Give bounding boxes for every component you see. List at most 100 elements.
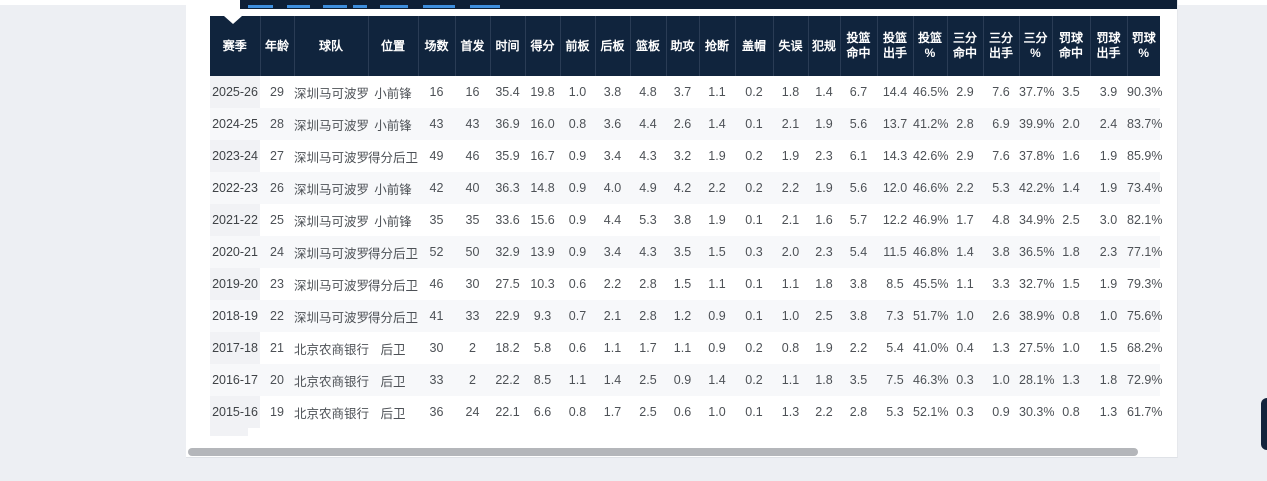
cell-ftpct: 77.1%	[1127, 236, 1162, 268]
cell-tov: 0.8	[781, 341, 800, 355]
cell-tppct: 37.7%	[1019, 85, 1055, 99]
cell-season: 2020-21	[210, 236, 260, 268]
cell-tov: 2.1	[773, 108, 808, 140]
cell-tov: 1.3	[781, 405, 800, 419]
cell-starts: 50	[455, 236, 490, 268]
nav-link-fragment	[353, 5, 367, 8]
cell-ftm: 2.0	[1052, 108, 1090, 140]
cell-ast: 0.6	[673, 405, 692, 419]
cell-games: 42	[418, 172, 455, 204]
cell-ast: 3.8	[673, 213, 692, 227]
cell-games: 41	[418, 300, 455, 332]
cell-fgm: 3.8	[840, 300, 877, 332]
cell-fga: 11.5	[877, 236, 913, 268]
header-cell-fgpct: 投篮%	[913, 16, 948, 76]
cell-minutes: 36.9	[490, 108, 525, 140]
cell-stl: 1.1	[708, 277, 726, 291]
stats-table-container: 赛季 年龄 球队 位置 场数 首发 时间 得分 前板 后板 篮板 助攻 抢断 盖帽 失误 犯规 投篮 命中 投篮 出手…	[210, 16, 1163, 428]
cell-stl: 1.9	[708, 213, 726, 227]
cell-oreb: 0.8	[560, 108, 595, 140]
cell-tppct: 39.9%	[1019, 108, 1054, 140]
season-column-stub	[210, 428, 248, 436]
cell-season: 2017-18	[210, 332, 260, 364]
cell-pf: 1.9	[808, 108, 840, 140]
cell-season: 2015-16	[210, 396, 260, 428]
cell-games: 46	[429, 277, 444, 291]
cell-pf: 2.3	[808, 236, 840, 268]
cell-season: 2019-20	[210, 268, 260, 300]
cell-oreb: 0.8	[568, 405, 587, 419]
table-row: 2017-18 21 北京农商银行 后卫 30 2 18.2 5.8 0.6 1.1 1.7 1.1 0…	[210, 332, 1162, 364]
player-season-stats-table: 赛季 年龄 球队 位置 场数 首发 时间 得分 前板 后板 篮板 助攻 抢断 盖帽 失误 犯规 投篮 命中 投篮 出手…	[210, 16, 1163, 428]
cell-age: 24	[260, 236, 294, 268]
header-cell-position: 位置	[368, 16, 419, 76]
cell-fta: 3.9	[1099, 85, 1118, 99]
header-cell-season: 赛季	[210, 16, 261, 76]
cell-starts: 2	[469, 341, 476, 355]
cell-fga: 14.4	[882, 85, 908, 99]
cell-oreb: 0.6	[568, 277, 587, 291]
header-cell-pf: 犯规	[808, 16, 841, 76]
cell-games: 30	[429, 341, 444, 355]
cell-tppct: 27.5%	[1019, 341, 1055, 355]
cell-fgm: 5.6	[840, 172, 877, 204]
cell-position: 后卫	[380, 406, 406, 421]
header-cell-ftpct: 罚球%	[1131, 31, 1156, 60]
cell-stl: 1.4	[699, 364, 735, 396]
cell-fgpct: 51.7%	[913, 300, 948, 332]
cell-starts: 40	[455, 172, 490, 204]
cell-points: 19.8	[530, 85, 555, 99]
cell-ftpct: 61.7%	[1127, 405, 1163, 419]
cell-fgm: 5.4	[840, 236, 877, 268]
cell-ast: 1.2	[666, 300, 699, 332]
cell-blk: 0.1	[745, 213, 763, 227]
cell-ftpct: 72.9%	[1127, 364, 1162, 396]
cell-reb: 2.8	[630, 300, 666, 332]
cell-points: 14.8	[525, 172, 560, 204]
cell-minutes: 22.9	[490, 300, 525, 332]
cell-pf: 1.6	[815, 213, 833, 227]
cell-age: 26	[260, 172, 294, 204]
cell-tov: 1.0	[773, 300, 808, 332]
active-tab-notch-icon	[224, 16, 242, 24]
cell-fgpct: 41.0%	[913, 341, 949, 355]
cell-stl: 1.1	[708, 85, 726, 99]
cell-fgpct: 46.8%	[913, 236, 948, 268]
cell-reb: 4.3	[639, 149, 657, 163]
cell-age: 20	[260, 364, 294, 396]
cell-starts: 35	[465, 213, 480, 227]
table-row: 2021-22 25 深圳马可波罗 小前锋 35 35 33.6 15.6 0.9 4.4 5.3 3…	[210, 204, 1162, 236]
nav-link-fragment	[248, 5, 273, 8]
cell-pf: 2.2	[815, 405, 833, 419]
cell-fta: 1.8	[1090, 364, 1127, 396]
cell-minutes: 22.1	[495, 405, 520, 419]
side-floating-button[interactable]	[1261, 398, 1267, 450]
cell-tpm: 1.0	[947, 300, 983, 332]
cell-tpm: 2.9	[956, 149, 974, 163]
cell-blk: 0.2	[745, 149, 763, 163]
cell-games: 16	[429, 85, 444, 99]
table-row: 2019-20 23 深圳马可波罗 得分后卫 46 30 27.5 10.3 0.6 2.2 2.8…	[210, 268, 1162, 300]
table-header-row: 赛季 年龄 球队 位置 场数 首发 时间 得分 前板 后板 篮板 助攻 抢断 盖帽 失误 犯规 投篮 命中 投篮 出手…	[210, 16, 1160, 76]
cell-fgpct: 46.6%	[913, 172, 948, 204]
cell-fta: 1.9	[1099, 149, 1118, 163]
cell-games: 33	[418, 364, 455, 396]
cell-ast: 4.2	[666, 172, 699, 204]
cell-fta: 2.3	[1090, 236, 1127, 268]
cell-dreb: 3.4	[603, 149, 622, 163]
header-cell-dreb: 后板	[595, 16, 631, 76]
cell-fgm: 6.7	[849, 85, 868, 99]
cell-points: 9.3	[525, 300, 560, 332]
cell-blk: 0.1	[745, 405, 763, 419]
cell-oreb: 1.1	[560, 364, 595, 396]
cell-fgm: 6.1	[849, 149, 868, 163]
cell-dreb: 4.4	[603, 213, 622, 227]
horizontal-scrollbar-thumb[interactable]	[188, 448, 1138, 456]
cell-position: 得分后卫	[368, 300, 418, 332]
cell-games: 35	[429, 213, 444, 227]
cell-games: 49	[429, 149, 444, 163]
cell-tpa: 4.8	[992, 213, 1010, 227]
cell-fgpct: 45.5%	[913, 277, 949, 291]
cell-dreb: 2.2	[603, 277, 622, 291]
cell-tpa: 7.6	[992, 85, 1010, 99]
